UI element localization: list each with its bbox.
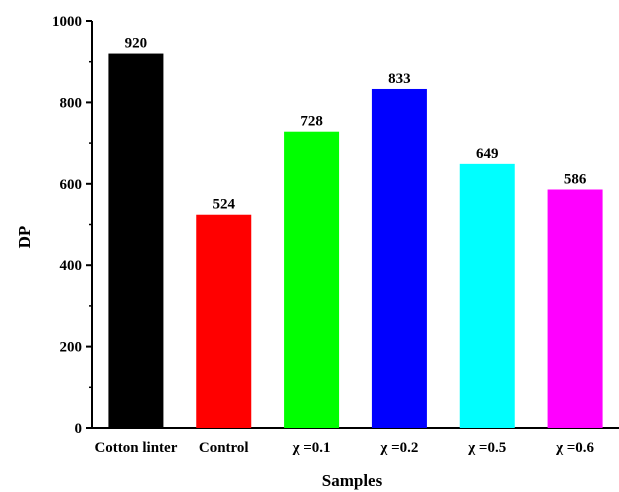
y-tick-label: 600: [60, 177, 83, 193]
y-tick-label: 200: [60, 340, 83, 356]
data-label: 649: [476, 146, 499, 162]
data-label: 586: [564, 171, 587, 187]
x-tick-label: Cotton linter: [94, 440, 177, 456]
data-label: 833: [388, 71, 411, 87]
bar: [196, 214, 252, 428]
y-tick-label: 0: [75, 421, 83, 437]
bar: [371, 88, 427, 429]
bar: [547, 189, 603, 428]
data-label: 920: [125, 36, 148, 52]
y-axis-title: DP: [15, 226, 34, 249]
x-tick-label: Control: [199, 440, 249, 456]
y-tick-label: 800: [60, 95, 83, 111]
y-tick-label: 1000: [52, 14, 82, 30]
bar: [108, 53, 164, 429]
bars: [108, 53, 603, 429]
x-axis-title: Samples: [322, 471, 383, 490]
x-tick-label: χ =0.2: [379, 440, 418, 456]
x-tick-label: χ =0.1: [292, 440, 331, 456]
data-labels: 920 524 728 833 649 586: [125, 36, 587, 213]
data-label: 524: [213, 197, 236, 213]
bar: [459, 163, 515, 428]
x-tick-label: χ =0.6: [555, 440, 594, 456]
data-label: 728: [300, 114, 323, 130]
y-tick-label: 400: [60, 258, 83, 274]
x-tick-label: χ =0.5: [467, 440, 506, 456]
axes: 0 200 400 600 800 1000 Cotton linter Control χ =…: [52, 14, 619, 456]
bar: [284, 131, 340, 429]
